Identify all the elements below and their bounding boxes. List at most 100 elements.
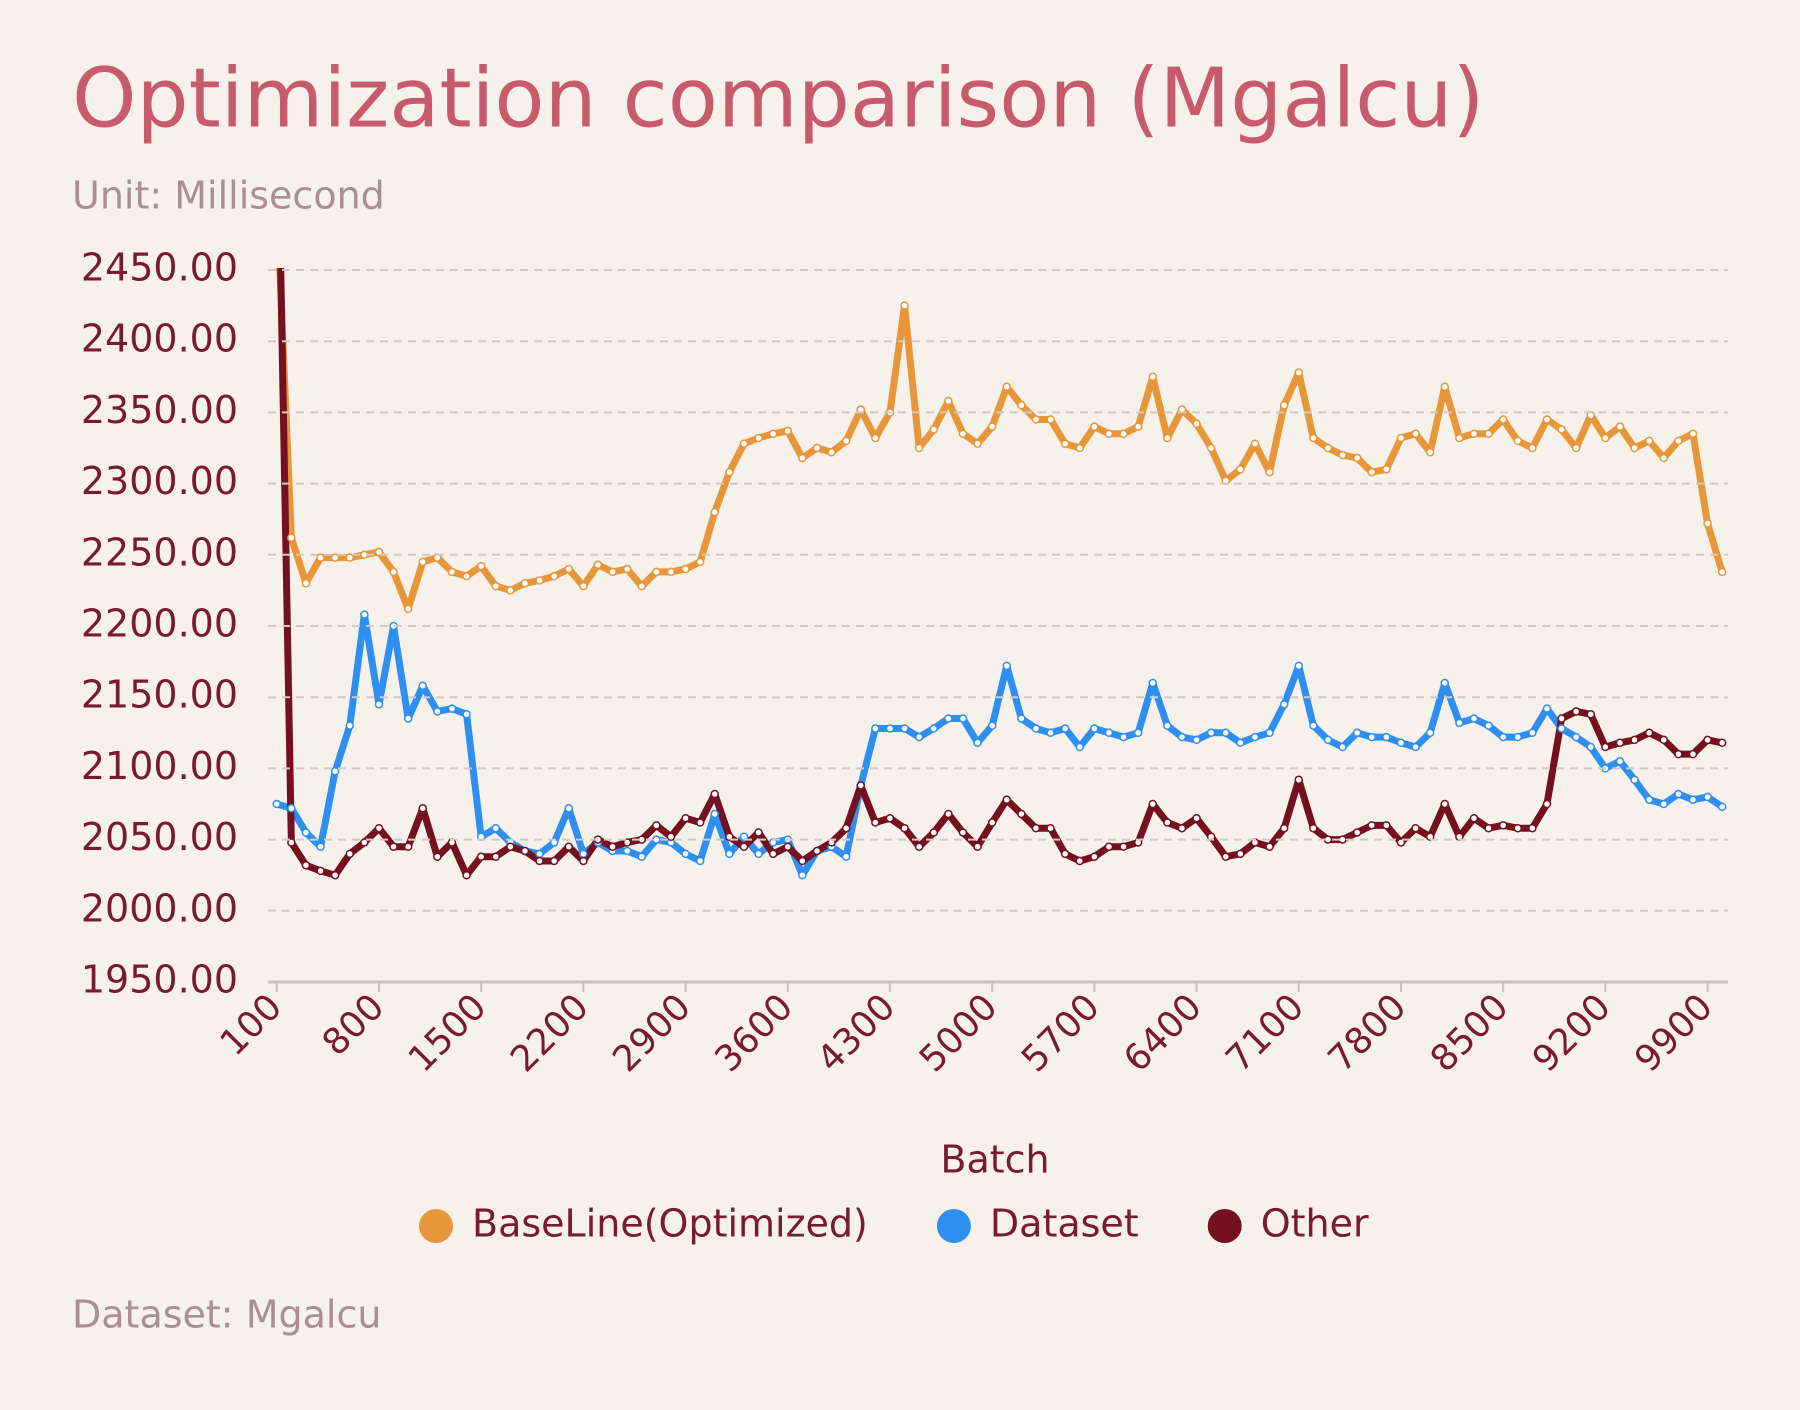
data-point <box>1192 813 1201 823</box>
data-point <box>1659 735 1669 745</box>
data-point <box>725 832 734 842</box>
data-point <box>1498 415 1508 424</box>
data-point <box>637 581 647 591</box>
data-point <box>535 856 544 866</box>
data-point <box>1148 799 1158 809</box>
data-point <box>403 842 413 851</box>
data-point <box>1265 842 1274 851</box>
data-point <box>812 846 822 856</box>
data-point <box>447 704 457 713</box>
data-point <box>725 467 734 477</box>
data-point <box>1425 448 1435 457</box>
data-point <box>1630 735 1639 745</box>
y-tick-label: 2250.00 <box>81 530 238 574</box>
data-point <box>1382 732 1391 742</box>
data-point <box>1557 425 1566 434</box>
data-point <box>301 828 311 837</box>
data-point <box>1309 721 1318 730</box>
data-point <box>1688 795 1698 804</box>
data-point <box>345 721 355 730</box>
data-point <box>1192 419 1201 429</box>
data-point <box>695 856 705 866</box>
data-point <box>987 818 997 827</box>
data-point <box>1367 821 1377 830</box>
data-point <box>1119 842 1128 851</box>
data-point <box>1411 429 1420 439</box>
data-point <box>1411 742 1420 752</box>
data-point <box>1425 728 1435 738</box>
data-point <box>622 838 632 847</box>
data-point <box>506 842 515 851</box>
data-point <box>272 799 282 809</box>
data-point <box>754 433 763 443</box>
data-point <box>1279 700 1289 709</box>
data-point <box>914 842 924 851</box>
data-point <box>1717 802 1727 812</box>
data-point <box>1250 732 1260 742</box>
data-point <box>987 721 997 730</box>
data-point <box>987 422 997 431</box>
data-point <box>1002 382 1012 392</box>
y-tick-label: 2300.00 <box>81 459 238 503</box>
data-point <box>900 823 909 833</box>
data-point <box>433 852 442 861</box>
data-point <box>1615 757 1625 766</box>
data-point <box>520 846 530 856</box>
data-point <box>506 586 515 595</box>
data-point <box>564 842 574 851</box>
data-point <box>345 553 355 562</box>
data-point <box>491 823 501 833</box>
data-point <box>1148 372 1158 382</box>
data-point <box>1367 732 1377 742</box>
data-point <box>798 870 807 880</box>
data-point <box>579 849 588 859</box>
data-point <box>1060 724 1070 733</box>
data-point <box>1352 828 1362 837</box>
data-point <box>973 738 982 748</box>
data-point <box>1674 749 1683 759</box>
legend-marker <box>1207 1209 1242 1243</box>
data-point <box>841 823 851 833</box>
data-point <box>1236 738 1245 748</box>
data-point <box>1513 732 1523 742</box>
data-point <box>301 860 311 870</box>
y-tick-label: 2350.00 <box>81 388 238 432</box>
legend-label: Dataset <box>990 1202 1139 1246</box>
x-axis-title: Batch <box>940 1138 1049 1182</box>
data-point <box>1484 823 1493 833</box>
data-point <box>798 453 807 463</box>
data-point <box>549 856 559 866</box>
series-line <box>277 268 1723 879</box>
data-point <box>1484 721 1493 730</box>
data-point <box>1513 823 1523 833</box>
data-point <box>1382 465 1391 474</box>
data-point <box>1017 714 1026 723</box>
data-point <box>1002 795 1012 804</box>
data-point <box>389 567 398 577</box>
data-point <box>1557 714 1566 723</box>
data-point <box>783 426 793 436</box>
data-point <box>1309 823 1318 833</box>
data-point <box>1586 742 1596 752</box>
y-tick-label: 2150.00 <box>81 673 238 717</box>
data-point <box>929 425 939 434</box>
subtitle: Unit: Millisecond <box>72 174 385 218</box>
data-point <box>929 724 939 733</box>
legend-marker <box>419 1209 453 1243</box>
data-point <box>579 581 588 591</box>
data-point <box>1601 742 1610 752</box>
data-point <box>1469 429 1479 439</box>
data-point <box>1002 661 1012 671</box>
data-point <box>316 553 325 562</box>
data-point <box>418 681 428 691</box>
data-point <box>1236 465 1245 474</box>
data-point <box>564 564 574 574</box>
data-point <box>1338 742 1347 752</box>
data-point <box>1528 823 1537 833</box>
data-point <box>462 710 471 719</box>
data-point <box>462 571 471 581</box>
data-point <box>1250 439 1260 448</box>
data-point <box>1075 742 1085 752</box>
data-point <box>1440 678 1450 688</box>
